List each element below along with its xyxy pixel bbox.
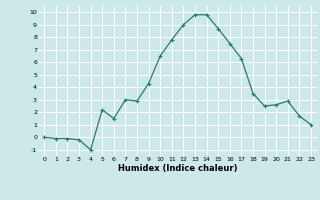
X-axis label: Humidex (Indice chaleur): Humidex (Indice chaleur)	[118, 164, 237, 173]
